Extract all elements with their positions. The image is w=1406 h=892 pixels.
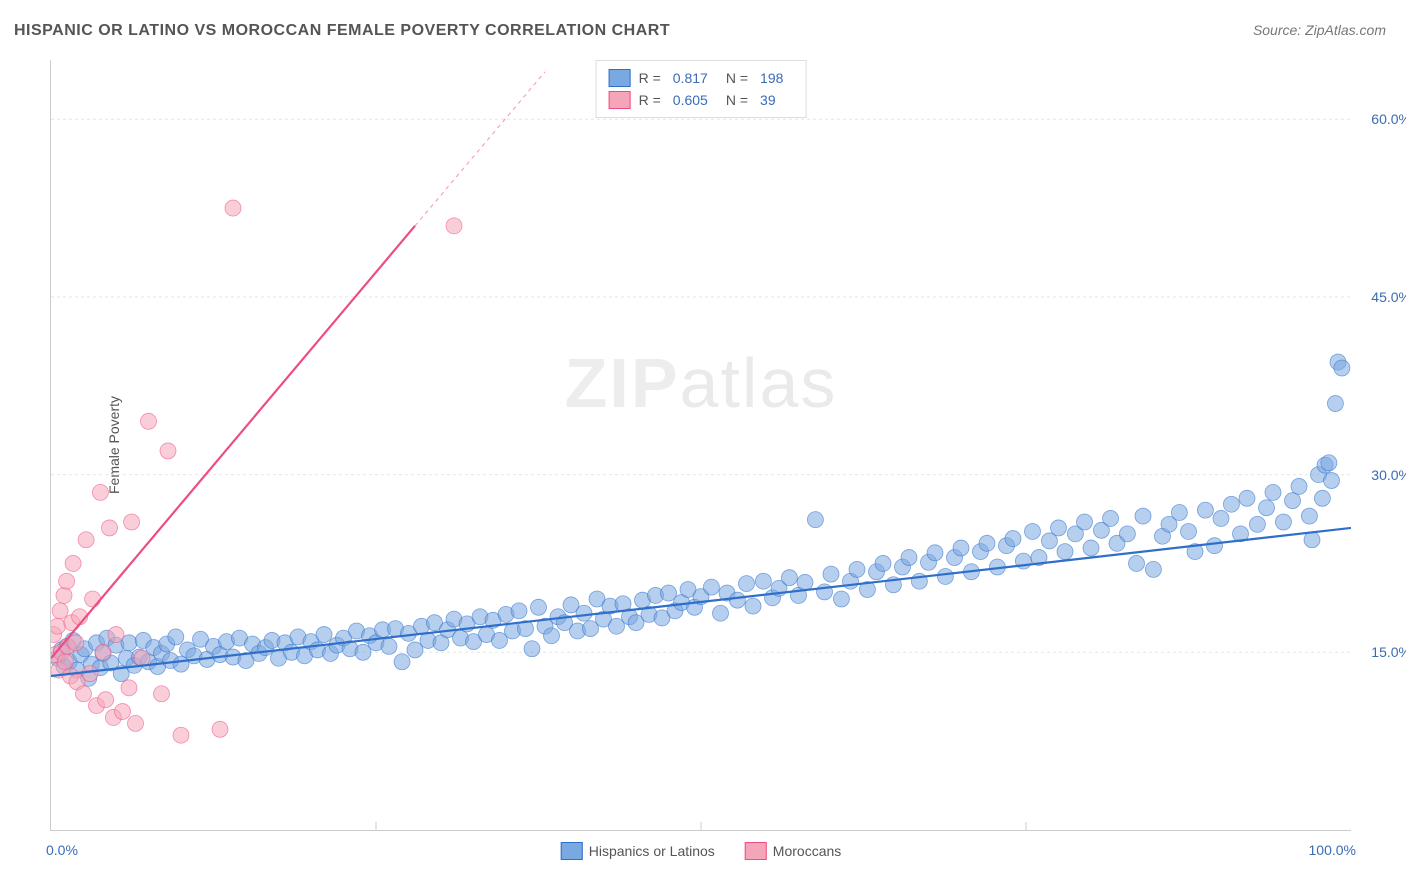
r-label: R =: [639, 67, 661, 89]
series-2-label: Moroccans: [773, 843, 841, 859]
r-value-1: 0.817: [673, 67, 708, 89]
legend-item-1: Hispanics or Latinos: [561, 842, 715, 860]
x-max-label: 100.0%: [1309, 842, 1356, 858]
swatch-series-2: [609, 91, 631, 109]
plot-area: Female Poverty ZIPatlas R = 0.817 N = 19…: [50, 60, 1351, 831]
n-label: N =: [726, 67, 748, 89]
legend-stats: R = 0.817 N = 198 R = 0.605 N = 39: [596, 60, 807, 118]
legend-row-2: R = 0.605 N = 39: [609, 89, 794, 111]
ytick-label: 15.0%: [1371, 644, 1406, 660]
source-label: Source: ZipAtlas.com: [1253, 22, 1386, 38]
n-value-1: 198: [760, 67, 783, 89]
ytick-label: 30.0%: [1371, 467, 1406, 483]
legend-bottom: Hispanics or Latinos Moroccans: [561, 842, 842, 860]
swatch-series-2b: [745, 842, 767, 860]
chart-svg: [51, 60, 1351, 830]
chart-title: HISPANIC OR LATINO VS MOROCCAN FEMALE PO…: [14, 22, 670, 40]
r-label: R =: [639, 89, 661, 111]
swatch-series-1b: [561, 842, 583, 860]
swatch-series-1: [609, 69, 631, 87]
n-label: N =: [726, 89, 748, 111]
ytick-label: 45.0%: [1371, 289, 1406, 305]
legend-row-1: R = 0.817 N = 198: [609, 67, 794, 89]
series-1-label: Hispanics or Latinos: [589, 843, 715, 859]
r-value-2: 0.605: [673, 89, 708, 111]
legend-item-2: Moroccans: [745, 842, 841, 860]
n-value-2: 39: [760, 89, 776, 111]
ytick-label: 60.0%: [1371, 111, 1406, 127]
x-min-label: 0.0%: [46, 842, 78, 858]
